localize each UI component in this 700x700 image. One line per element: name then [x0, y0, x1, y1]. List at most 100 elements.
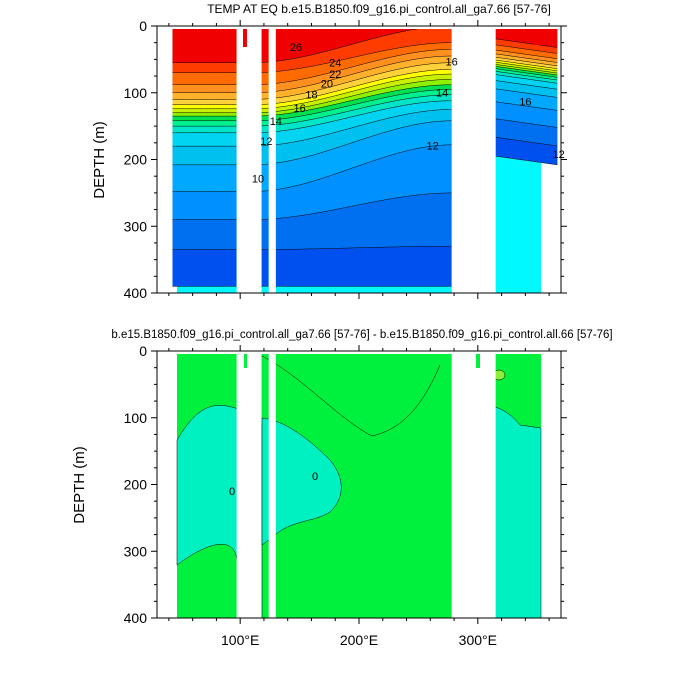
- contour-label: 12: [427, 140, 439, 152]
- isotherm-line: [495, 137, 558, 147]
- y-tick-label: 100: [124, 85, 148, 101]
- isotherm-band: [495, 26, 558, 48]
- x-tick-label: 300°E: [459, 632, 497, 648]
- isotherm-line: [275, 73, 452, 108]
- contour-label: 0: [229, 486, 235, 498]
- isotherm-line: [261, 190, 269, 192]
- difference-field: [157, 351, 561, 618]
- isotherm-line: [275, 246, 452, 250]
- isotherm-line: [495, 155, 558, 166]
- bottom-chart-title: b.e15.B1850.f09_g16.pi_control.all_ga7.6…: [111, 329, 612, 341]
- isotherm-line: [275, 100, 452, 132]
- warm-spot: [243, 29, 247, 47]
- y-tick-label: 100: [124, 410, 148, 426]
- top-chart-title: TEMP AT EQ b.e15.B1850.f09_g16.pi_contro…: [207, 2, 551, 16]
- contour-label: 0: [312, 471, 318, 483]
- isotherm-line: [495, 118, 558, 128]
- y-tick-label: 300: [124, 543, 148, 559]
- top-y-axis-label: DEPTH (m): [91, 121, 108, 199]
- y-tick-label: 0: [139, 18, 147, 34]
- isotherm-line: [275, 84, 452, 116]
- isotherm-line: [275, 79, 452, 112]
- contour-label: 16: [446, 57, 458, 69]
- y-tick-label: 200: [124, 152, 148, 168]
- isotherm-line: [495, 80, 558, 90]
- difference-panel: b.e15.B1850.f09_g16.pi_control.all_ga7.6…: [71, 329, 613, 648]
- land-mask: [236, 351, 262, 618]
- no-data-top: [157, 26, 561, 29]
- bottom-y-axis-label: DEPTH (m): [71, 446, 88, 524]
- isotherm-line: [275, 192, 452, 219]
- no-data-top: [157, 351, 561, 354]
- temperature-panel: TEMP AT EQ b.e15.B1850.f09_g16.pi_contro…: [91, 2, 567, 301]
- isotherm-lines: [172, 26, 558, 287]
- isotherm-band: [172, 26, 237, 63]
- bottom-axes-ticks: 0 100 200 300 400 100°E 200°E 300°E: [124, 343, 567, 648]
- y-tick-label: 300: [124, 218, 148, 234]
- no-data-left: [157, 26, 173, 293]
- isotherm-line: [275, 62, 452, 99]
- contour-label: 16: [519, 96, 531, 108]
- contour-label: 24: [329, 58, 341, 70]
- positive-region-central: [261, 417, 342, 546]
- no-data-left: [157, 351, 173, 618]
- isotherm-line: [275, 109, 452, 145]
- isotherm-line: [495, 66, 558, 76]
- isotherm-line: [495, 38, 558, 48]
- contour-label: 20: [321, 79, 333, 91]
- isotherm-band: [261, 26, 269, 63]
- contour-label: 12: [552, 149, 564, 161]
- temperature-field: [157, 26, 561, 293]
- land-mask: [268, 351, 276, 618]
- top-axes-ticks: 0 100 200 300 400: [124, 18, 567, 301]
- y-tick-label: 400: [124, 610, 148, 626]
- isotherm-line: [495, 44, 558, 54]
- land-mask: [236, 26, 262, 293]
- contour-label: 22: [329, 69, 341, 81]
- contour-label: 12: [260, 136, 272, 148]
- green-stub: [244, 354, 247, 368]
- land-mask: [451, 351, 496, 618]
- contour-label: 10: [252, 173, 264, 185]
- isotherm-line: [275, 55, 452, 92]
- y-tick-label: 400: [124, 285, 148, 301]
- y-tick-label: 0: [139, 343, 147, 359]
- isotherm-line: [275, 42, 452, 72]
- x-tick-label: 200°E: [340, 632, 378, 648]
- isotherm-line: [275, 144, 452, 190]
- isotherm-line: [495, 53, 558, 63]
- land-masks: [157, 26, 561, 293]
- warm-spot-east: [533, 29, 541, 45]
- isotherm-line: [275, 69, 452, 104]
- contour-label: 14: [436, 87, 448, 99]
- isotherm-band: [275, 26, 452, 62]
- isotherm-line: [495, 61, 558, 72]
- isotherm-line: [495, 74, 558, 84]
- isotherm-line: [495, 49, 558, 59]
- land-masks: [157, 351, 561, 618]
- isotherm-line: [495, 68, 558, 78]
- isotherm-line: [261, 163, 269, 165]
- contour-label: 18: [305, 90, 317, 102]
- contour-label: 14: [270, 116, 282, 128]
- isotherm-line: [495, 88, 558, 98]
- isotherm-line: [275, 94, 452, 126]
- isotherm-line: [495, 56, 558, 67]
- x-tick-label: 100°E: [221, 632, 259, 648]
- contour-label: 16: [293, 103, 305, 115]
- y-tick-label: 200: [124, 477, 148, 493]
- isotherm-line: [495, 71, 558, 81]
- isotherm-line: [275, 120, 452, 164]
- green-stub-east: [476, 354, 480, 368]
- no-data-right: [557, 26, 561, 293]
- land-mask: [268, 26, 276, 293]
- land-mask: [451, 26, 496, 293]
- isotherm-line: [275, 49, 452, 84]
- no-data-right: [557, 351, 561, 618]
- contour-label: 26: [290, 42, 302, 54]
- isotherm-line: [495, 64, 558, 74]
- isotherm-line: [495, 59, 558, 70]
- zero-contour-ridge: [261, 355, 441, 437]
